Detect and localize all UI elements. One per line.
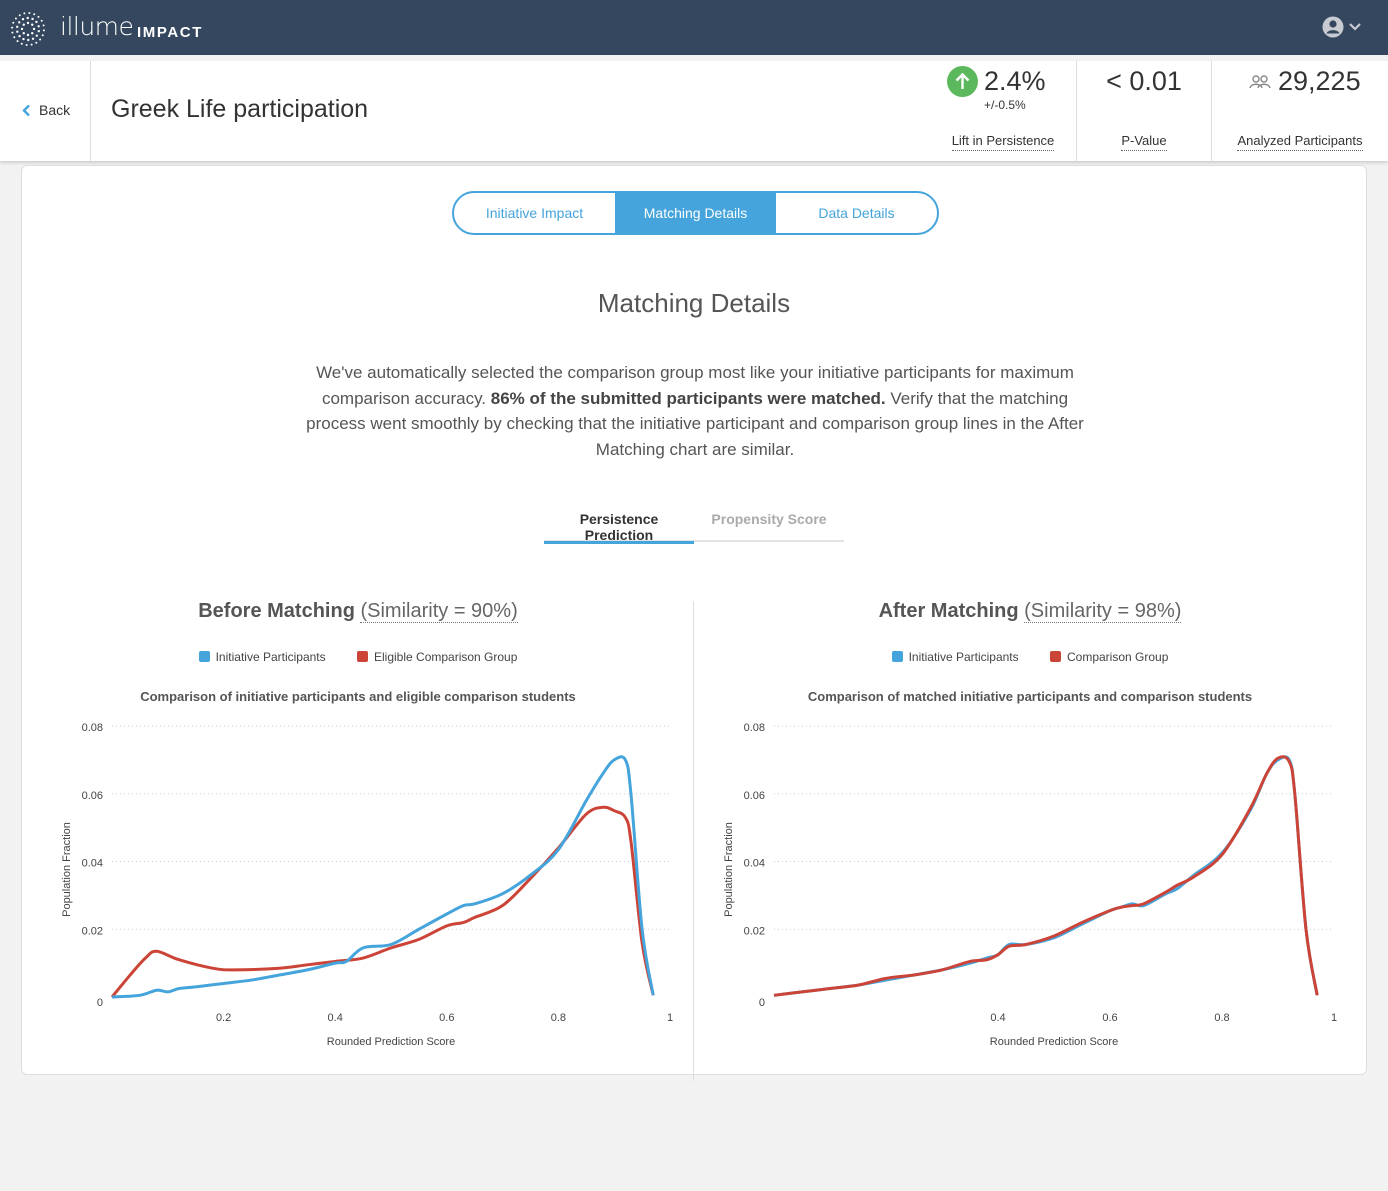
y-tick-label: 0.04 [744,858,765,870]
tab-persistence-prediction[interactable]: Persistence Prediction [544,511,694,544]
desc-bold: 86% of the submitted participants were m… [490,388,886,408]
section-description: We've automatically selected the compari… [298,360,1092,462]
pvalue-label[interactable]: P-Value [1121,133,1167,151]
tab-matching-details[interactable]: Matching Details [615,193,776,233]
chart-legend: Initiative Participants Comparison Group [694,650,1366,664]
legend-item[interactable]: Eligible Comparison Group [357,650,517,664]
y-tick-label: 0.08 [82,722,103,734]
tab-propensity-score[interactable]: Propensity Score [711,511,827,527]
chart-title-bold: Before Matching [198,600,355,622]
arrow-up-circle-icon [947,66,978,97]
section-heading: Matching Details [597,288,791,318]
x-tick-label: 0.4 [990,1012,1005,1024]
lift-margin: +/-0.5% [984,98,1026,112]
y-tick-label: 0.06 [82,790,103,802]
x-tick-label: 0.8 [551,1012,566,1024]
y-tick-label: 0.06 [744,790,765,802]
y-tick-label: 0 [759,997,765,1009]
legend-item[interactable]: Initiative Participants [198,650,326,664]
legend-item[interactable]: Initiative Participants [891,650,1019,664]
y-tick-label: 0.08 [744,722,765,734]
before-matching-chart: 0 0.02 0.04 0.06 0.08 0.2 0.4 0.6 0.8 1 Rounded Pr… [61,722,673,1048]
user-circle-icon [1322,16,1344,38]
people-icon [1249,74,1271,88]
x-tick-label: 1 [667,1012,673,1024]
y-tick-label: 0.02 [744,925,765,937]
x-tick-label: 0.4 [328,1012,343,1024]
page-title: Greek Life participation [111,95,369,123]
tab-data-details[interactable]: Data Details [818,205,895,221]
series-line-initiative [773,755,1319,997]
chart-subtitle: Comparison of matched initiative partici… [807,689,1253,704]
metric-pvalue: < 0.01 P-Value [1077,61,1211,161]
top-navbar: illume IMPACT [0,0,1388,55]
x-tick-label: 0.6 [1102,1012,1117,1024]
tab-initiative-impact[interactable]: Initiative Impact [485,205,584,221]
lift-value: 2.4% [984,66,1046,96]
column-divider [693,601,694,1081]
similarity-label[interactable]: (Similarity = 90%) [360,600,518,623]
similarity-label[interactable]: (Similarity = 98%) [1024,600,1182,623]
divider [90,61,91,161]
series-line-comparison [110,805,655,998]
score-tabs: Persistence Prediction Propensity Score [544,511,844,544]
desc-text-2: Verify that the matching process went sm… [306,388,1084,459]
x-axis-label: Rounded Prediction Score [327,1036,455,1048]
sunburst-logo-icon[interactable] [10,12,46,46]
back-label: Back [39,102,71,118]
divider [1076,61,1077,161]
y-tick-label: 0 [97,997,103,1009]
account-menu[interactable] [1322,16,1362,38]
legend-label: Eligible Comparison Group [374,650,518,664]
participants-value: 29,225 [1278,66,1361,96]
chart-title-bold: After Matching [878,600,1019,622]
after-matching-chart: 0 0.02 0.04 0.06 0.08 0.4 0.6 0.8 1 Rounded Predi… [723,722,1337,1048]
back-button[interactable]: Back [22,102,70,118]
x-tick-label: 0.6 [439,1012,454,1024]
main-card: Initiative Impact Matching Details Data … [21,165,1367,1081]
y-axis-label: Population Fraction [61,822,73,917]
chevron-left-icon [22,104,30,116]
x-tick-label: 0.8 [1214,1012,1229,1024]
chart-legend: Initiative Participants Eligible Compari… [22,650,694,664]
chart-title: Before Matching (Similarity = 90%) [22,600,694,623]
x-tick-label: 1 [1331,1012,1337,1024]
legend-item[interactable]: Comparison Group [1050,650,1168,664]
x-tick-label: 0.2 [216,1012,231,1024]
series-line-initiative [111,755,655,999]
page-header: Back Greek Life participation 2.4% +/-0.… [0,61,1388,161]
x-axis-label: Rounded Prediction Score [990,1036,1118,1048]
y-tick-label: 0.04 [82,858,103,870]
desc-text-1: We've automatically selected the compari… [316,363,1074,408]
y-axis-label: Population Fraction [723,822,735,917]
divider [1211,61,1212,161]
chart-subtitle: Comparison of initiative participants an… [140,689,576,704]
lift-label[interactable]: Lift in Persistence [951,133,1055,151]
chart-title: After Matching (Similarity = 98%) [694,600,1366,623]
brand-name: illume [60,12,134,41]
brand-sub: IMPACT [137,24,203,41]
legend-label: Comparison Group [1067,650,1169,664]
main-tabs: Initiative Impact Matching Details Data … [452,191,939,235]
legend-label: Initiative Participants [215,650,326,664]
chevron-down-icon [1349,23,1361,31]
metric-participants: 29,225 Analyzed Participants [1212,61,1388,161]
participants-label[interactable]: Analyzed Participants [1237,133,1363,151]
y-tick-label: 0.02 [82,925,103,937]
metric-lift: 2.4% +/-0.5% Lift in Persistence [930,61,1076,161]
pvalue-value: < 0.01 [1106,66,1182,96]
series-line-comparison [773,755,1319,997]
legend-label: Initiative Participants [908,650,1019,664]
